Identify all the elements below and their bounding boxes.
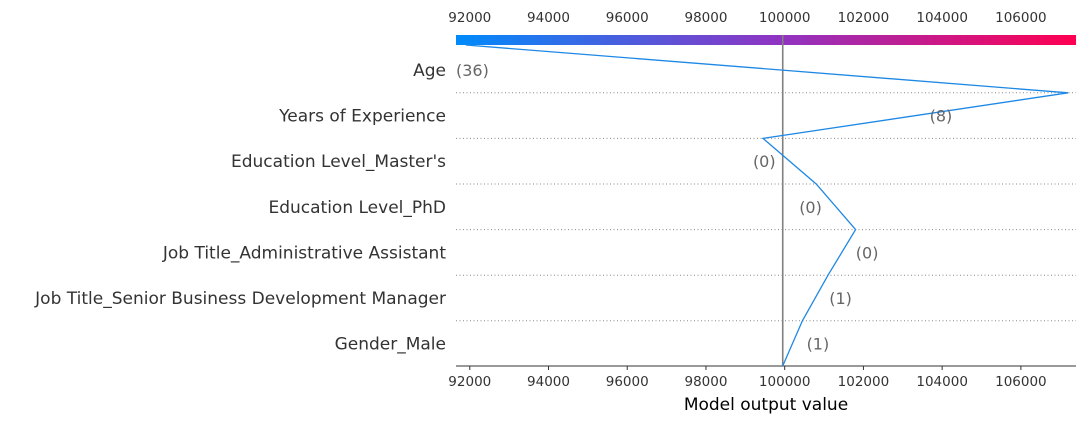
x-tick-label-top: 104000 xyxy=(916,10,968,26)
x-tick-label-top: 94000 xyxy=(527,10,570,26)
feature-label: Age xyxy=(413,61,446,81)
feature-value-label: (0) xyxy=(799,198,822,217)
decision-path-line xyxy=(465,44,1069,367)
feature-label: Job Title_Administrative Assistant xyxy=(162,243,446,263)
feature-value-label: (36) xyxy=(456,61,489,80)
x-axis-title: Model output value xyxy=(684,395,848,415)
x-tick-label-bottom: 94000 xyxy=(527,374,570,390)
feature-label: Job Title_Senior Business Development Ma… xyxy=(34,289,446,309)
x-tick-label-bottom: 102000 xyxy=(838,374,890,390)
feature-value-label: (8) xyxy=(930,107,953,126)
x-tick-label-top: 102000 xyxy=(838,10,890,26)
feature-label: Gender_Male xyxy=(335,335,446,355)
x-tick-label-top: 100000 xyxy=(759,10,811,26)
x-tick-label-top: 106000 xyxy=(995,10,1047,26)
x-tick-label-bottom: 98000 xyxy=(684,374,727,390)
feature-value-label: (0) xyxy=(856,243,879,262)
x-tick-label-bottom: 106000 xyxy=(995,374,1047,390)
x-tick-label-bottom: 96000 xyxy=(606,374,649,390)
feature-value-label: (1) xyxy=(829,289,852,308)
feature-label: Years of Experience xyxy=(278,107,446,127)
feature-value-label: (0) xyxy=(753,152,776,171)
feature-label: Education Level_PhD xyxy=(268,198,446,218)
x-tick-label-bottom: 92000 xyxy=(448,374,491,390)
x-tick-label-top: 96000 xyxy=(606,10,649,26)
colorbar xyxy=(456,35,1076,45)
x-tick-label-top: 98000 xyxy=(684,10,727,26)
x-tick-label-top: 92000 xyxy=(448,10,491,26)
feature-value-label: (1) xyxy=(807,335,830,354)
x-tick-label-bottom: 100000 xyxy=(759,374,811,390)
x-tick-label-bottom: 104000 xyxy=(916,374,968,390)
feature-label: Education Level_Master's xyxy=(231,152,446,172)
